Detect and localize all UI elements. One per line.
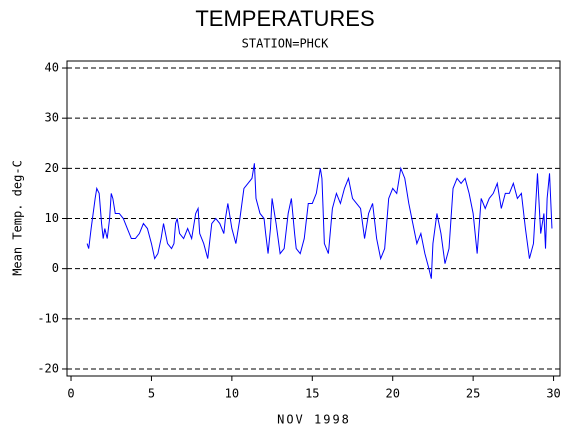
data-line	[86, 163, 553, 279]
chart-subtitle: STATION=PHCK	[242, 37, 329, 51]
x-tick-label: 20	[385, 387, 399, 401]
y-axis-label: Mean Temp. deg-C	[11, 160, 25, 276]
x-tick-label: 5	[148, 387, 155, 401]
y-tick-label: 20	[45, 161, 59, 175]
y-tick-label: -20	[37, 361, 59, 375]
y-tick-label: 30	[45, 111, 59, 125]
chart-title: TEMPERATURES	[195, 6, 374, 31]
y-tick-label: 40	[45, 61, 59, 75]
x-tick-label: 15	[305, 387, 319, 401]
x-tick-label: 25	[466, 387, 480, 401]
y-tick-label: 0	[52, 261, 59, 275]
y-tick-label: -10	[37, 311, 59, 325]
x-tick-label: 0	[67, 387, 74, 401]
y-tick-label: 10	[45, 211, 59, 225]
x-axis-label: NOV 1998	[277, 413, 351, 427]
x-tick-label: 10	[225, 387, 239, 401]
x-tick-label: 30	[546, 387, 560, 401]
